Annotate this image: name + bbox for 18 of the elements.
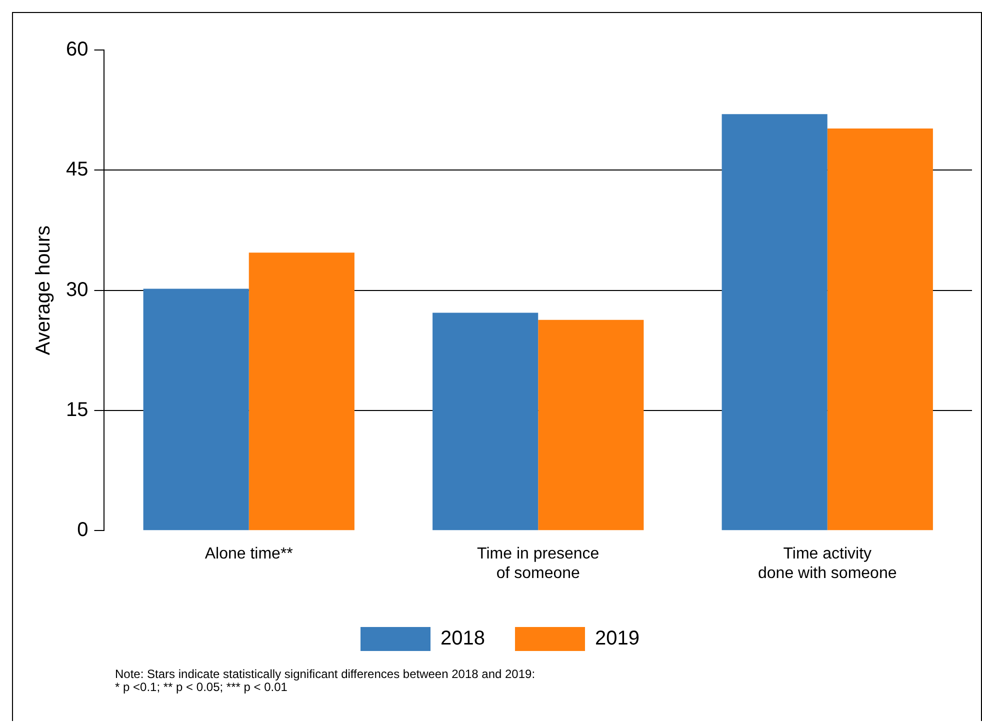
y-tick-label: 60 xyxy=(66,38,88,61)
bar xyxy=(432,312,538,530)
bar xyxy=(722,114,828,530)
bar xyxy=(538,320,644,530)
y-tick-label: 0 xyxy=(77,519,88,542)
x-tick-label: Alone time** xyxy=(204,546,293,563)
y-axis-title: Average hours xyxy=(32,225,55,356)
y-tick-label: 45 xyxy=(66,158,88,181)
y-tick-label: 30 xyxy=(66,278,88,301)
legend-label: 2019 xyxy=(595,628,640,650)
legend-label: 2018 xyxy=(440,628,486,650)
x-tick-label: Time in presence of someone xyxy=(477,546,600,582)
bar xyxy=(143,288,249,530)
bar xyxy=(827,128,933,530)
x-tick-label: Time activity done with someone xyxy=(758,546,897,582)
bar xyxy=(248,252,354,530)
y-tick-label: 15 xyxy=(66,398,88,421)
text: Note: Stars indicate statistically significant differences between 2018 and 2019: * p <0.1; ** p < 0.05; *** p < 0.01 xyxy=(115,667,536,694)
